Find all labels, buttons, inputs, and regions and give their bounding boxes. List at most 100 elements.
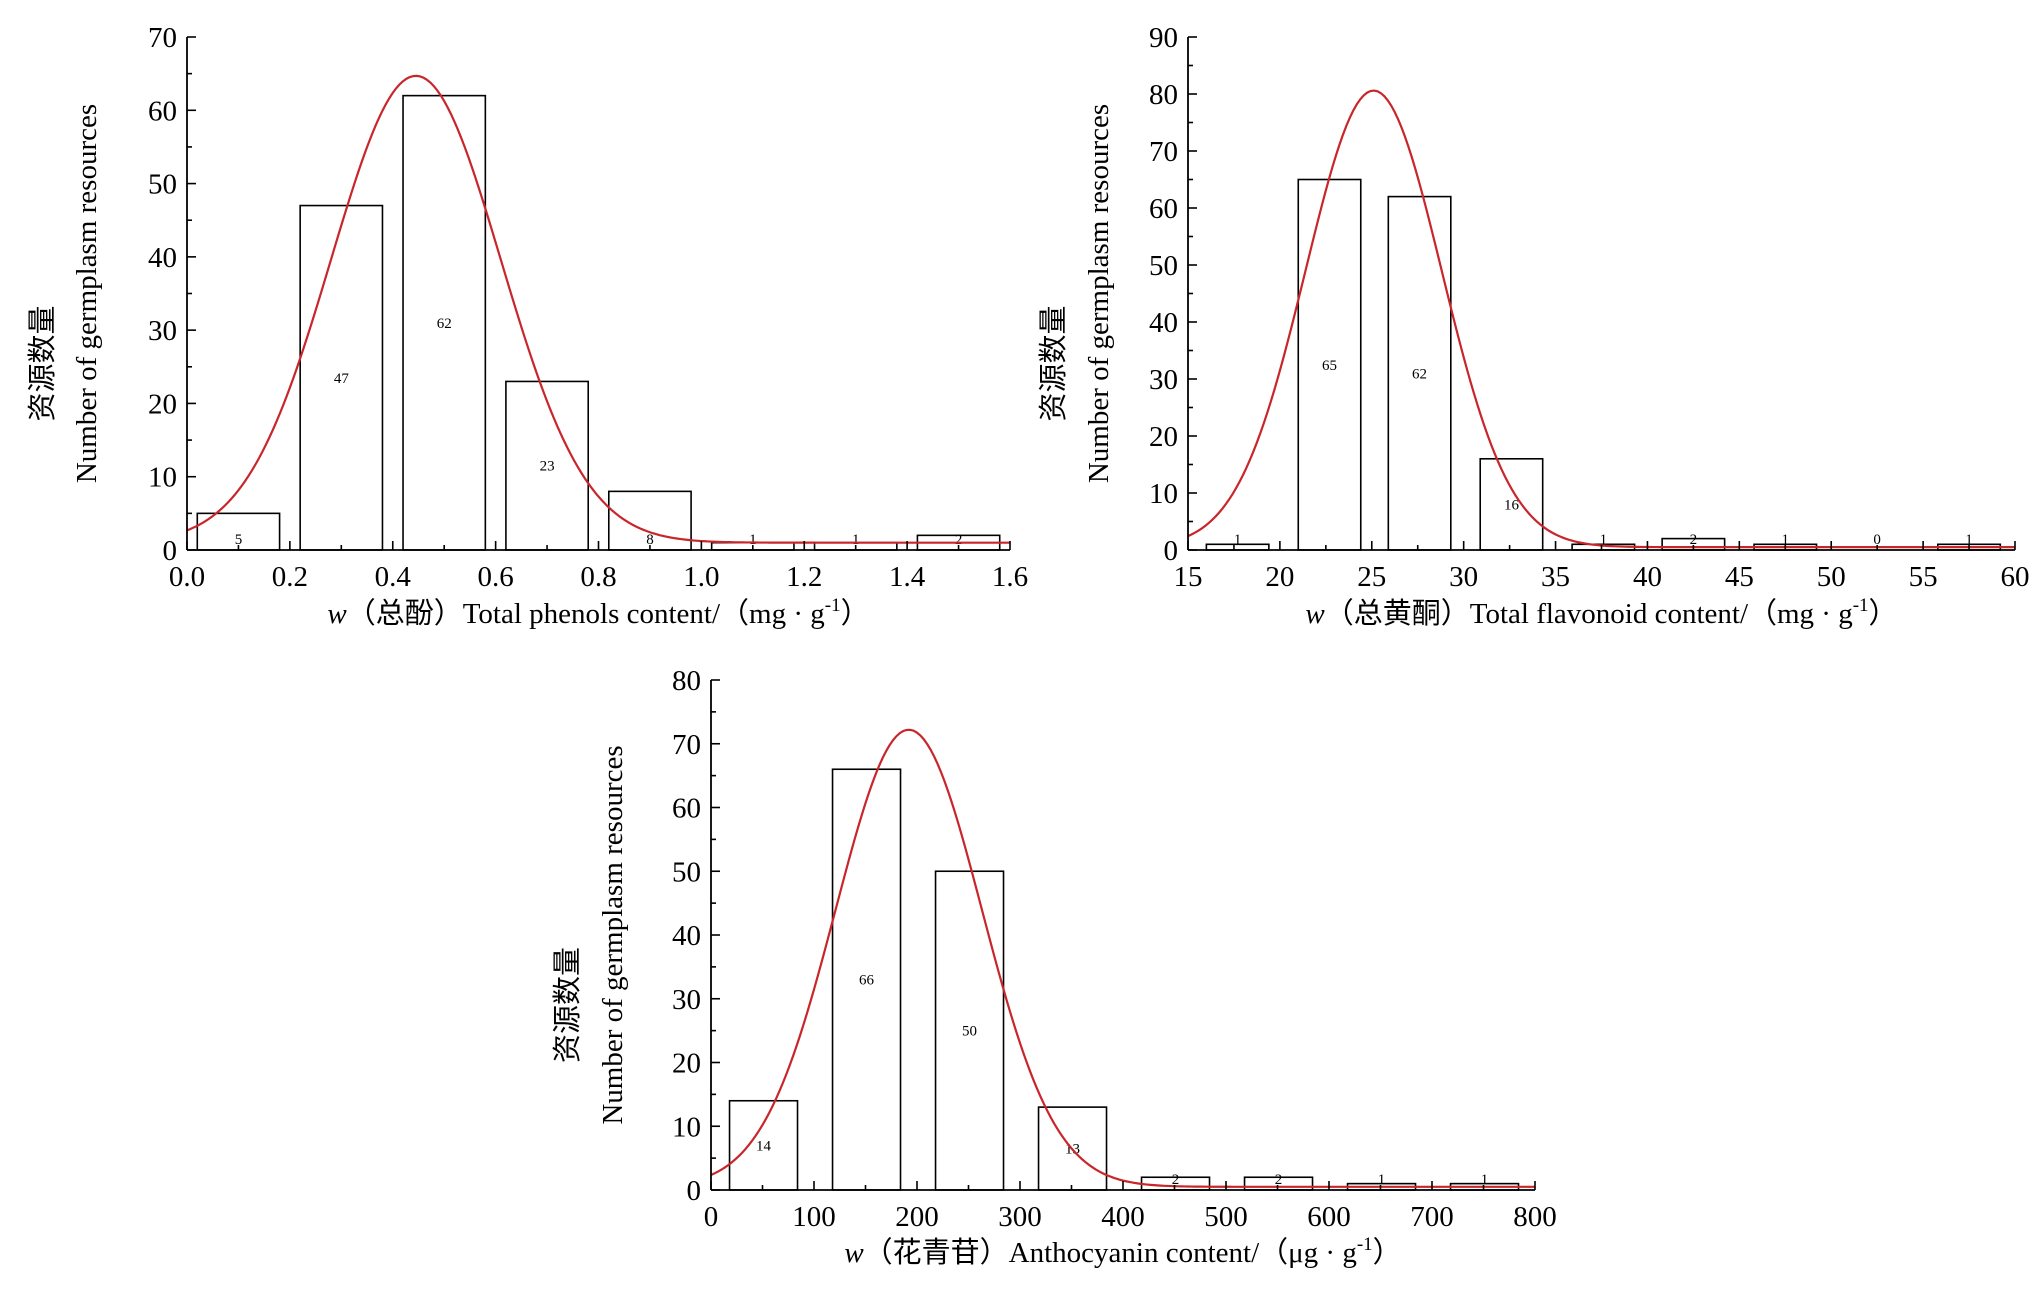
bar-value-label: 5	[235, 532, 243, 548]
x-tick-label: 20	[1265, 561, 1294, 593]
y-tick-label: 70	[1149, 136, 1178, 168]
x-tick-label: 1.6	[992, 561, 1028, 593]
x-tick-label: 50	[1817, 561, 1846, 593]
x-axis-title-end: ）	[1373, 1237, 1402, 1269]
x-axis-title-variable: w	[844, 1237, 864, 1269]
x-tick-label: 0.6	[478, 561, 514, 593]
y-axis-title-cn: 资源数量	[1037, 305, 1070, 421]
x-tick-label: 30	[1449, 561, 1478, 593]
x-tick-label: 0	[704, 1201, 719, 1233]
y-tick-label: 60	[148, 95, 177, 127]
y-tick-label: 10	[672, 1111, 701, 1143]
x-tick-label: 600	[1307, 1201, 1351, 1233]
x-axis-title-text: （总黄酮）Total flavonoid content/（mg · g	[1325, 597, 1853, 630]
y-axis-title-en: Number of germplasm resources	[597, 745, 629, 1124]
x-axis-title-superscript: -1	[825, 595, 841, 616]
y-tick-label: 50	[1149, 250, 1178, 282]
bar-value-label: 14	[756, 1138, 772, 1154]
bar-value-label: 1	[1234, 532, 1242, 548]
normal-fit-curve	[186, 74, 1010, 544]
x-tick-label: 60	[2001, 561, 2030, 593]
y-tick-label: 50	[148, 169, 177, 201]
histogram-bar	[1297, 178, 1362, 551]
x-tick-label: 0.2	[272, 561, 308, 593]
x-tick-label: 700	[1410, 1201, 1454, 1233]
x-axis-title-superscript: -1	[1357, 1234, 1373, 1255]
y-tick-label: 20	[148, 388, 177, 420]
bar-value-label: 23	[540, 459, 555, 475]
x-axis-title-end: ）	[841, 598, 870, 630]
x-tick-label: 200	[895, 1201, 939, 1233]
histogram-bar	[934, 870, 1005, 1191]
y-tick-label: 80	[672, 665, 701, 697]
bar-value-label: 2	[1690, 532, 1698, 548]
x-tick-label: 55	[1909, 561, 1938, 593]
x-tick-label: 1.4	[889, 561, 926, 593]
bar-value-label: 47	[334, 371, 350, 387]
x-tick-label: 35	[1541, 561, 1570, 593]
y-tick-label: 30	[672, 984, 701, 1016]
y-axis-title-cn: 资源数量	[551, 947, 584, 1063]
y-tick-label: 70	[672, 729, 701, 761]
bar-value-label: 1	[749, 532, 757, 548]
x-tick-label: 0.4	[375, 561, 412, 593]
x-axis-title: w（总酚）Total phenols content/（mg · g-1）	[327, 595, 869, 630]
y-tick-label: 0	[687, 1175, 702, 1207]
y-tick-label: 40	[148, 242, 177, 274]
bar-value-label: 2	[1275, 1172, 1283, 1188]
y-tick-label: 30	[148, 315, 177, 347]
bar-value-label: 66	[859, 973, 875, 989]
histogram-bar	[402, 94, 487, 551]
y-tick-label: 60	[1149, 193, 1178, 225]
x-tick-label: 400	[1101, 1201, 1145, 1233]
x-axis-title: w（花青苷）Anthocyanin content/（μg · g-1）	[844, 1234, 1401, 1269]
y-tick-label: 80	[1149, 79, 1178, 111]
bar-value-label: 1	[1782, 532, 1790, 548]
histogram-bar	[196, 512, 281, 551]
x-tick-label: 1.2	[786, 561, 822, 593]
x-tick-label: 300	[998, 1201, 1042, 1233]
bar-value-label: 62	[437, 316, 452, 332]
y-tick-label: 10	[1149, 478, 1178, 510]
x-tick-label: 25	[1357, 561, 1386, 593]
x-tick-label: 0.0	[169, 561, 205, 593]
histogram-bar	[1387, 195, 1452, 551]
y-tick-label: 0	[1164, 535, 1179, 567]
bar-value-label: 65	[1322, 358, 1337, 374]
x-axis-title-text: （花青苷）Anthocyanin content/（μg · g	[864, 1236, 1357, 1269]
y-tick-label: 40	[1149, 307, 1178, 339]
y-axis-title-en: Number of germplasm resources	[1083, 104, 1115, 483]
bar-value-label: 16	[1504, 497, 1520, 513]
bar-value-label: 1	[1481, 1172, 1489, 1188]
bar-value-label: 62	[1412, 366, 1427, 382]
x-axis-title: w（总黄酮）Total flavonoid content/（mg · g-1）	[1305, 595, 1897, 630]
bar-value-label: 1	[852, 532, 860, 548]
y-tick-label: 30	[1149, 364, 1178, 396]
x-axis-title-text: （总酚）Total phenols content/（mg · g	[347, 597, 825, 630]
histogram-bar	[299, 204, 384, 551]
x-tick-label: 45	[1725, 561, 1754, 593]
y-tick-label: 20	[672, 1048, 701, 1080]
bar-value-label: 1	[1965, 532, 1973, 548]
y-tick-label: 70	[148, 22, 177, 54]
x-axis-title-end: ）	[1869, 598, 1898, 630]
bar-value-label: 1	[1378, 1172, 1386, 1188]
x-tick-label: 800	[1513, 1201, 1557, 1233]
bar-value-label: 0	[1873, 532, 1881, 548]
x-axis-title-variable: w	[1305, 598, 1325, 630]
y-tick-label: 0	[163, 535, 178, 567]
bar-value-label: 2	[955, 532, 963, 548]
y-tick-label: 50	[672, 856, 701, 888]
x-tick-label: 500	[1204, 1201, 1248, 1233]
x-tick-label: 1.0	[683, 561, 719, 593]
y-tick-label: 60	[672, 793, 701, 825]
bar-value-label: 50	[962, 1024, 977, 1040]
y-tick-label: 90	[1149, 22, 1178, 54]
x-tick-label: 15	[1174, 561, 1203, 593]
normal-fit-curve	[710, 728, 1535, 1188]
